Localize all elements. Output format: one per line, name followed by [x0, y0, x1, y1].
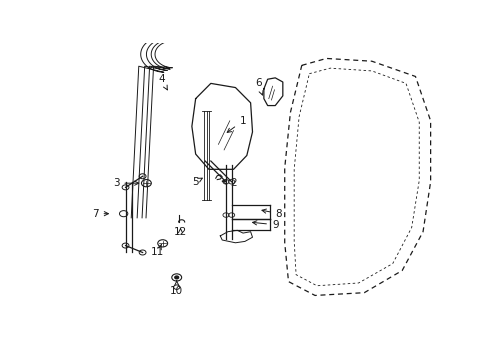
Text: 9: 9	[252, 220, 278, 230]
Text: 12: 12	[174, 227, 187, 237]
Circle shape	[175, 276, 178, 279]
Text: 7: 7	[92, 209, 108, 219]
Text: 1: 1	[227, 116, 246, 132]
Text: 6: 6	[254, 78, 263, 95]
Text: 5: 5	[192, 177, 202, 187]
Text: 3: 3	[113, 178, 139, 188]
Text: 4: 4	[158, 74, 167, 90]
Text: 10: 10	[170, 281, 183, 296]
Text: 8: 8	[262, 209, 282, 219]
Text: 11: 11	[151, 245, 164, 257]
Text: 2: 2	[222, 178, 236, 188]
